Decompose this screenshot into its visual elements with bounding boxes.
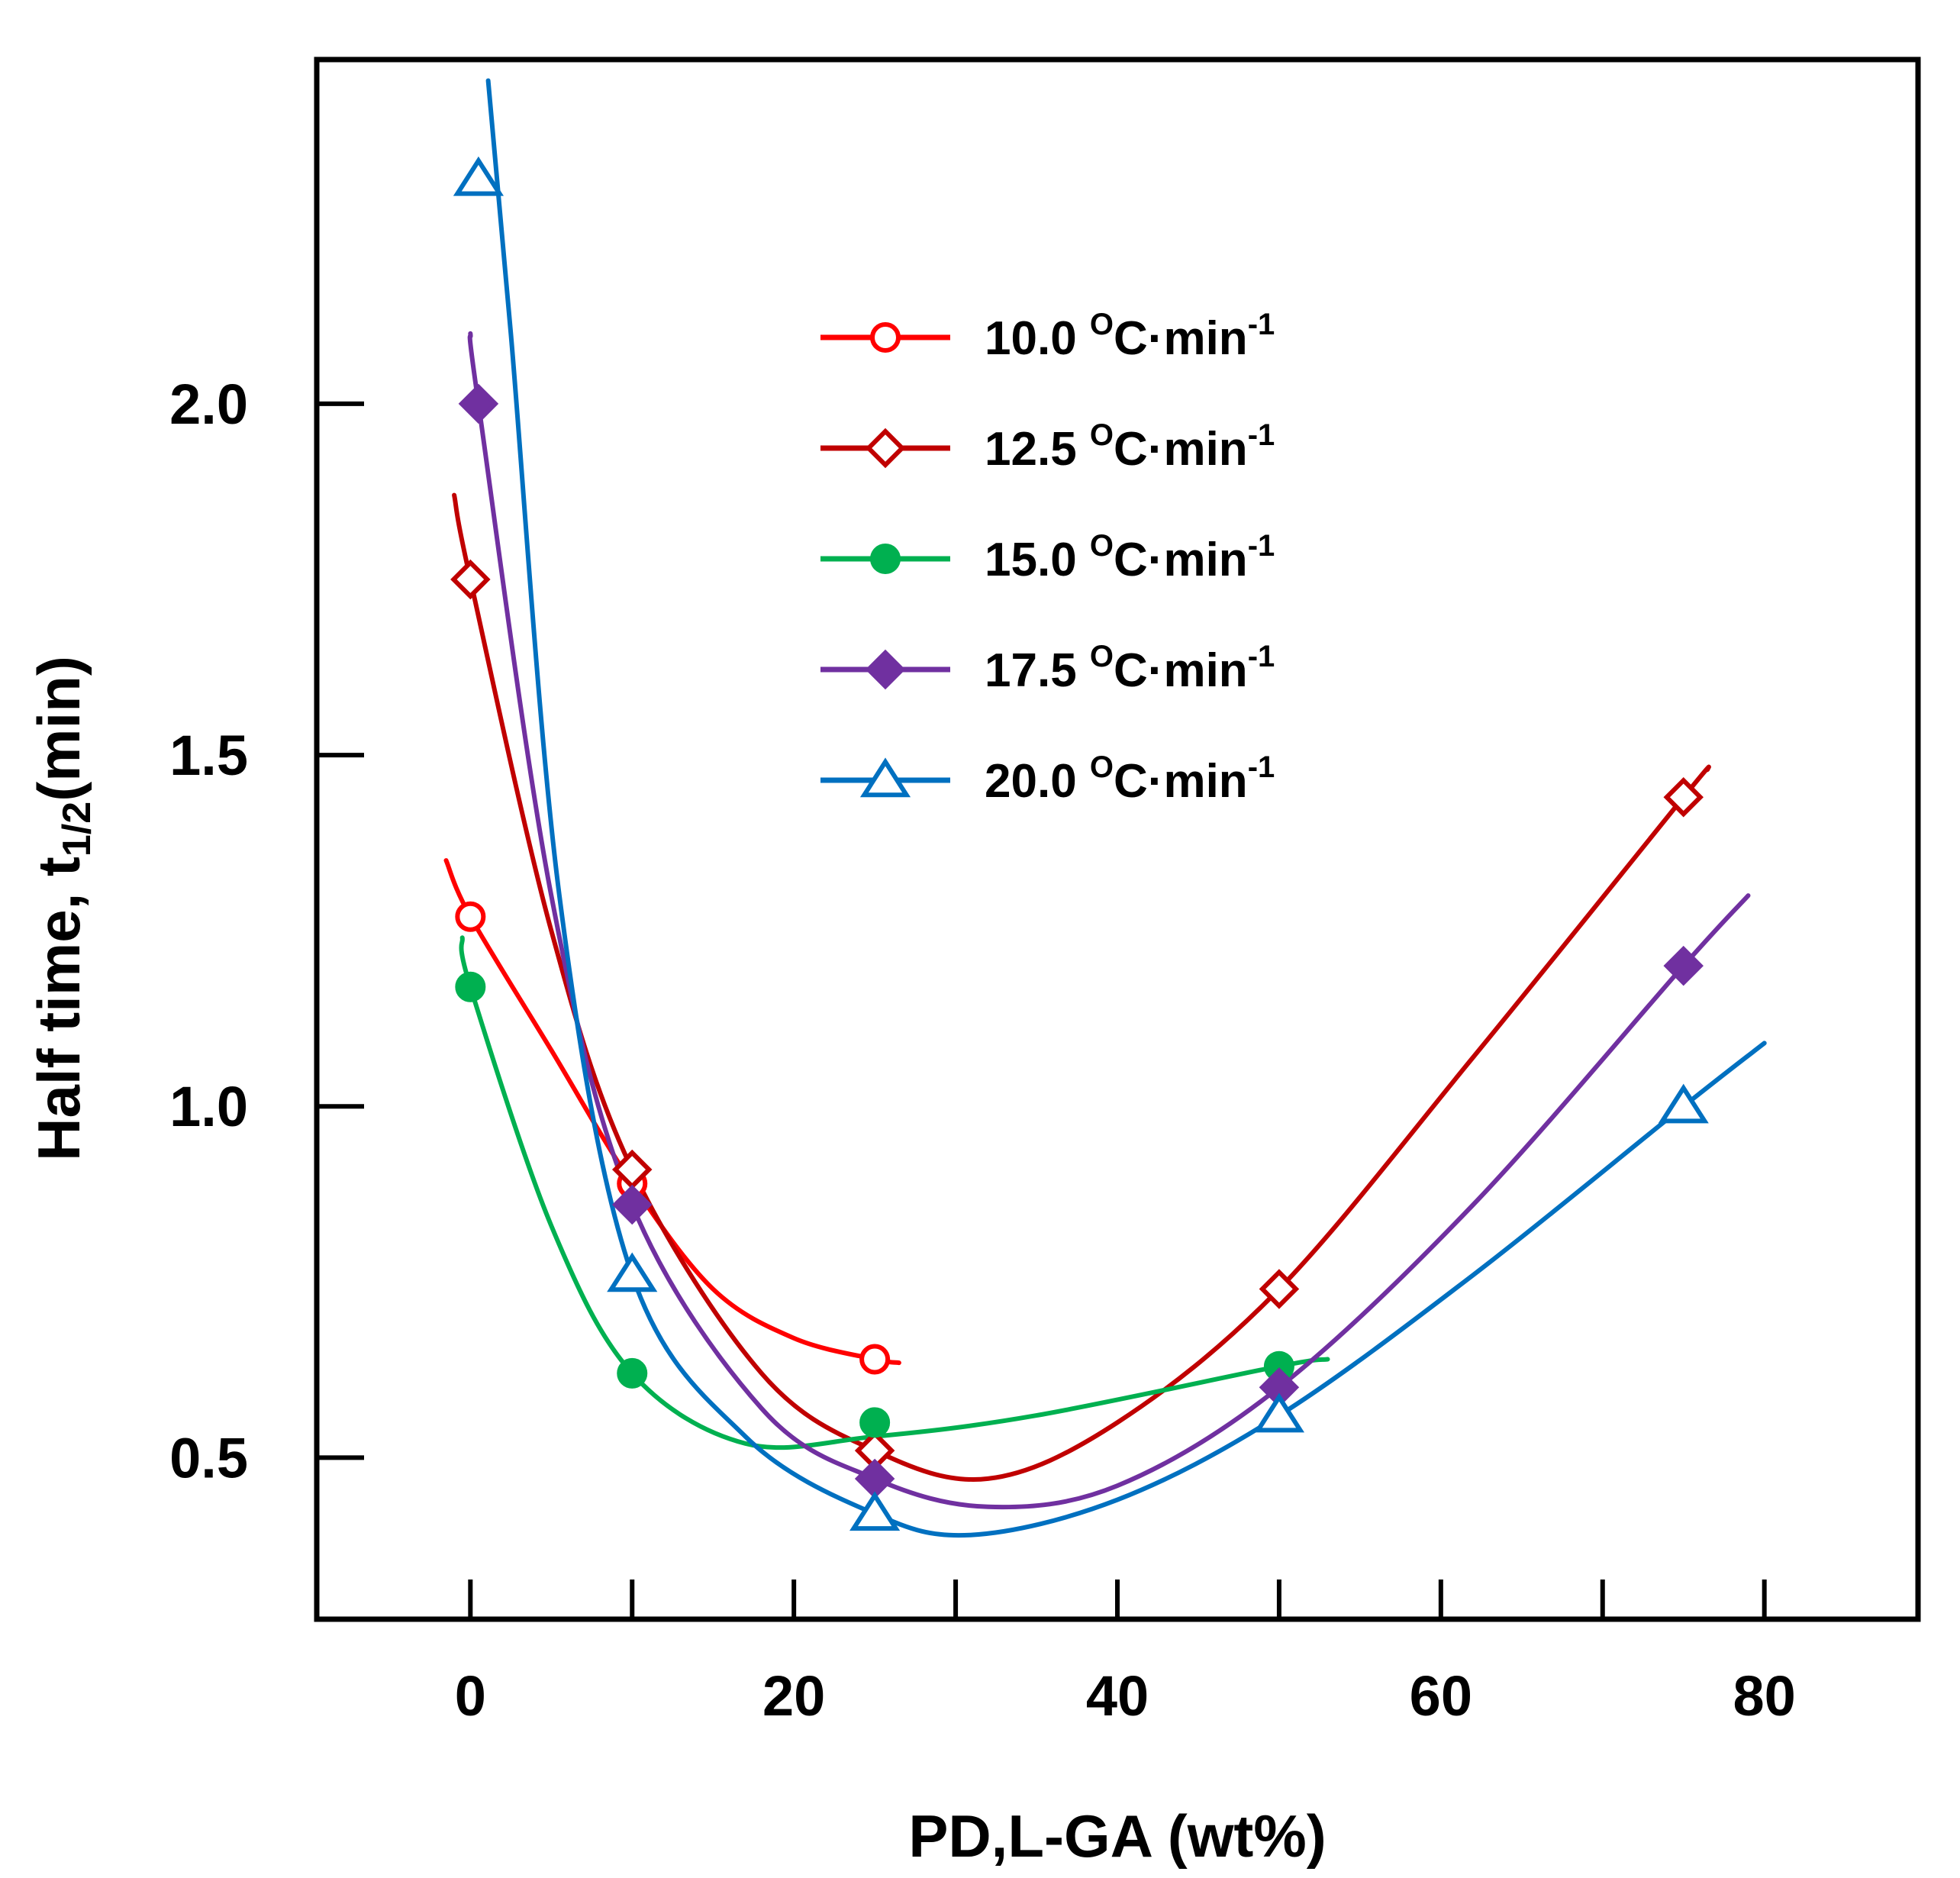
data-point-12.5-3 [1259,1269,1300,1309]
data-point-10.0-0 [455,901,486,932]
legend-unit: C·min [1114,755,1248,808]
x-tick-label-80: 80 [1733,1664,1796,1728]
y-tick-label-1: 1.0 [169,1075,248,1138]
legend-number: 10.0 [985,312,1090,365]
legend-entry-15.0: 15.0 OC·min-1 [820,529,1275,586]
series-line-20.0 [485,78,1767,1538]
legend-label-10.0: 10.0 OC·min-1 [985,308,1275,365]
legend-exponent: -1 [1248,418,1275,452]
legend-number: 15.0 [985,534,1090,586]
data-point-10.0-2 [859,1344,891,1375]
legend-marker-20.0 [859,757,911,798]
data-point-17.5-1 [611,1184,653,1225]
data-point-12.5-4 [1663,777,1704,818]
legend-marker-15.0 [870,544,901,574]
y-axis-label-unit: (min) [25,656,92,802]
legend-number: 12.5 [985,423,1090,476]
x-tick-label-20: 20 [762,1664,825,1728]
data-point-17.5-2 [854,1458,895,1499]
legend-entry-20.0: 20.0 OC·min-1 [820,750,1275,808]
legend-unit: C·min [1114,312,1248,365]
legend-label-17.5: 17.5 OC·min-1 [985,640,1275,697]
legend-label-20.0: 20.0 OC·min-1 [985,750,1275,808]
legend-label-12.5: 12.5 OC·min-1 [985,418,1275,476]
x-tick-label-0: 0 [455,1664,486,1728]
legend-label-15.0: 15.0 OC·min-1 [985,529,1275,586]
series-line-17.5 [467,331,1751,1510]
data-point-17.5-0 [458,383,499,424]
legend-exponent: -1 [1248,640,1275,673]
legend-marker-10.0 [870,322,901,353]
legend-entry-12.5: 12.5 OC·min-1 [820,418,1275,476]
legend-degree: O [1090,750,1114,784]
data-point-20.0-1 [607,1252,658,1292]
legend-exponent: -1 [1248,308,1275,341]
series-line-15.0 [459,935,1330,1450]
legend-number: 17.5 [985,644,1090,697]
y-axis-label-sub: 1/2 [55,802,99,857]
legend-unit: C·min [1114,534,1248,586]
legend: 10.0 OC·min-112.5 OC·min-115.0 OC·min-11… [820,308,1275,808]
x-tick-label-60: 60 [1410,1664,1472,1728]
legend-entry-17.5: 17.5 OC·min-1 [820,640,1275,697]
x-tick-label-40: 40 [1086,1664,1149,1728]
legend-degree: O [1090,308,1114,341]
data-point-15.0-2 [859,1407,891,1438]
data-point-12.5-0 [450,559,491,600]
legend-exponent: -1 [1248,529,1275,563]
legend-entry-10.0: 10.0 OC·min-1 [820,308,1275,365]
series-line-10.0 [443,858,901,1366]
x-axis-label: PD,L-GA (wt%) [908,1802,1326,1870]
data-point-17.5-4 [1663,945,1704,986]
legend-unit: C·min [1114,644,1248,697]
y-tick-label-1.5: 1.5 [169,724,248,787]
data-point-20.0-2 [849,1491,901,1531]
data-point-20.0-4 [1658,1083,1709,1124]
y-tick-label-0.5: 0.5 [169,1426,248,1489]
series-line-12.5 [452,492,1711,1482]
y-axis-label-main: Half time, t [25,857,92,1161]
data-point-20.0-3 [1253,1392,1304,1433]
legend-degree: O [1090,418,1114,452]
legend-number: 20.0 [985,755,1090,808]
series-markers [450,156,1709,1531]
series-curves [443,78,1767,1538]
data-point-15.0-1 [617,1357,648,1389]
legend-unit: C·min [1114,423,1248,476]
legend-marker-17.5 [865,649,906,690]
legend-marker-12.5 [865,428,906,469]
legend-exponent: -1 [1248,750,1275,784]
plot-frame [314,56,1921,1622]
data-point-20.0-0 [453,156,504,196]
legend-degree: O [1090,529,1114,563]
data-point-15.0-0 [455,971,486,1002]
legend-degree: O [1090,640,1114,673]
y-axis-label: Half time, t1/2(min) [25,656,99,1161]
axis-ticks [317,401,1767,1619]
tick-labels: 0 20 40 60 80 0.5 1.0 1.5 2.0 [169,373,1796,1728]
y-tick-label-2: 2.0 [169,373,248,436]
